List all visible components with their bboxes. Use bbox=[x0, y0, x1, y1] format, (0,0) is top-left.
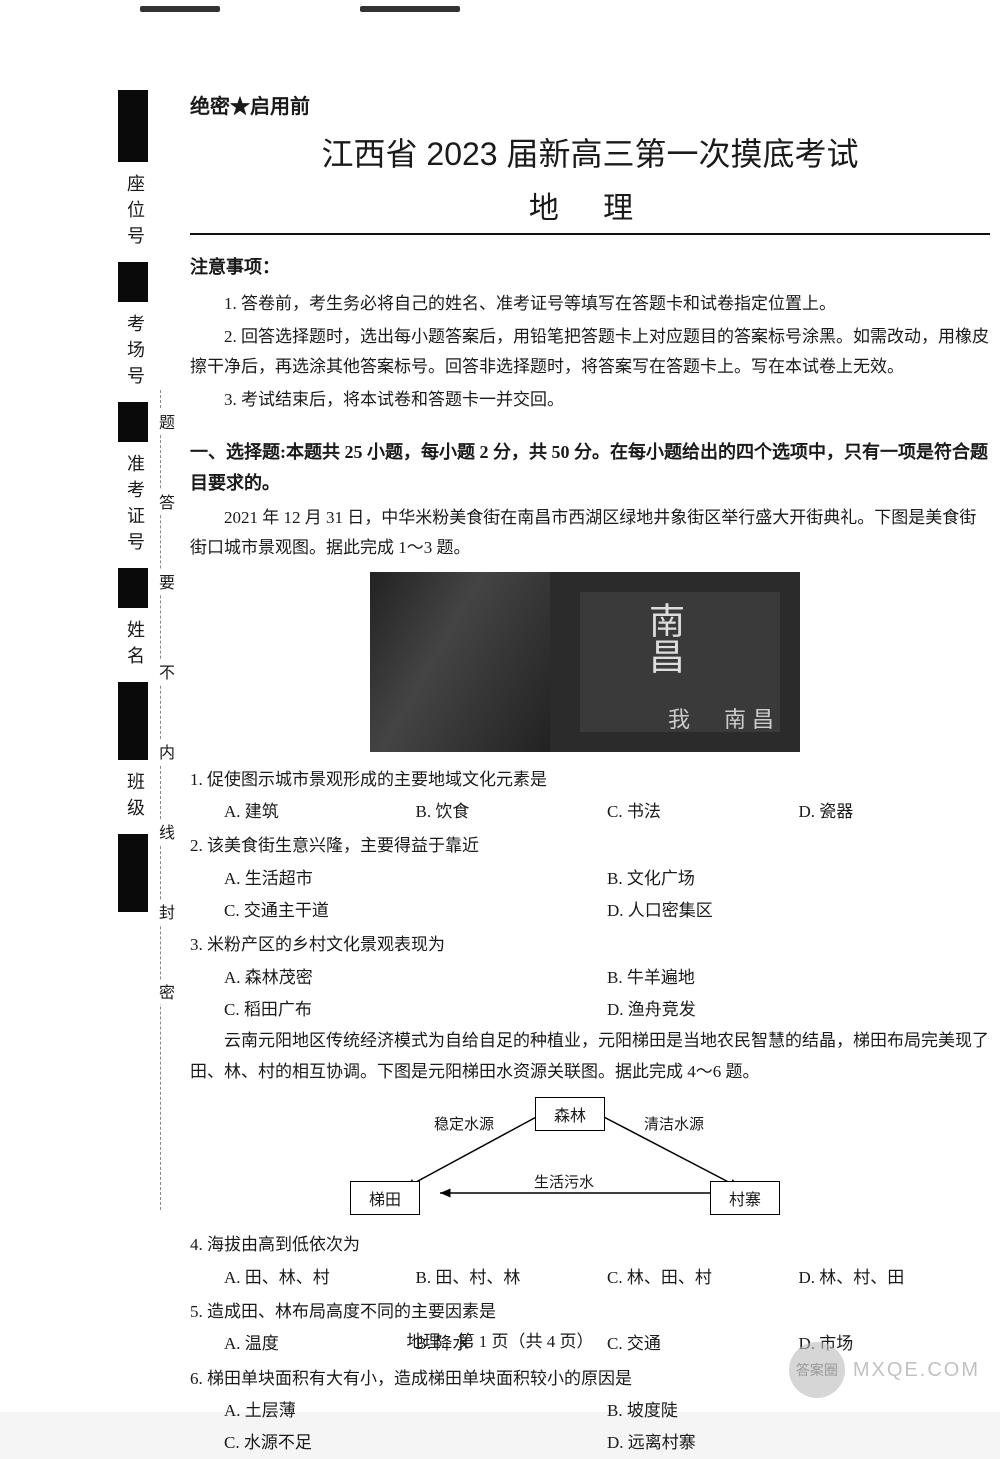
q1-opt-d: D. 瓷器 bbox=[799, 796, 991, 828]
question-4: 4. 海拔由高到低依次为 A. 田、林、村 B. 田、村、林 C. 林、田、村 … bbox=[190, 1229, 990, 1294]
sidebar-marker bbox=[118, 402, 148, 442]
seal-tag: 线 bbox=[152, 820, 176, 844]
sidebar-label-seat: 座位号 bbox=[118, 174, 148, 252]
notice-item: 1. 答卷前，考生务必将自己的姓名、准考证号等填写在答题卡和试卷指定位置上。 bbox=[190, 289, 990, 320]
seal-tag: 封 bbox=[152, 900, 176, 924]
q2-opt-a: A. 生活超市 bbox=[224, 863, 607, 895]
q1-opt-a: A. 建筑 bbox=[224, 796, 416, 828]
q5-stem: 5. 造成田、林布局高度不同的主要因素是 bbox=[190, 1296, 990, 1328]
exam-content: 绝密★启用前 江西省 2023 届新高三第一次摸底考试 地 理 注意事项： 1.… bbox=[190, 90, 990, 1459]
q1-opt-c: C. 书法 bbox=[607, 796, 799, 828]
node-village: 村寨 bbox=[710, 1181, 780, 1215]
seal-tag: 密 bbox=[152, 980, 176, 1004]
question-3: 3. 米粉产区的乡村文化景观表现为 A. 森林茂密 B. 牛羊遍地 C. 稻田广… bbox=[190, 929, 990, 1026]
seal-tag: 要 bbox=[152, 570, 176, 594]
q6-opt-d: D. 远离村寨 bbox=[607, 1427, 990, 1459]
answer-sheet-sidebar: 座位号 考场号 准考证号 姓名 班级 bbox=[118, 90, 148, 1290]
q3-opt-c: C. 稻田广布 bbox=[224, 994, 607, 1026]
watermark: 答案圈 MXQE.COM bbox=[789, 1342, 980, 1398]
figure-water-diagram: 森林 梯田 村寨 稳定水源 清洁水源 生活污水 bbox=[310, 1093, 830, 1223]
sidebar-label-name: 姓名 bbox=[118, 620, 148, 672]
section-1-title: 一、选择题:本题共 25 小题，每小题 2 分，共 50 分。在每小题给出的四个… bbox=[190, 437, 990, 498]
edge-label-stable: 稳定水源 bbox=[430, 1113, 498, 1134]
sidebar-marker bbox=[118, 90, 148, 162]
q4-opt-a: A. 田、林、村 bbox=[224, 1262, 416, 1294]
watermark-badge: 答案圈 bbox=[789, 1342, 845, 1398]
scan-artifact bbox=[0, 0, 1000, 24]
q3-stem: 3. 米粉产区的乡村文化景观表现为 bbox=[190, 929, 990, 961]
q2-opt-b: B. 文化广场 bbox=[607, 863, 990, 895]
notice-heading: 注意事项： bbox=[190, 253, 990, 279]
q2-opt-d: D. 人口密集区 bbox=[607, 895, 990, 927]
q4-opt-c: C. 林、田、村 bbox=[607, 1262, 799, 1294]
photo-foliage bbox=[370, 572, 550, 752]
q4-stem: 4. 海拔由高到低依次为 bbox=[190, 1229, 990, 1261]
q4-opt-d: D. 林、村、田 bbox=[799, 1262, 991, 1294]
q6-opt-b: B. 坡度陡 bbox=[607, 1395, 990, 1427]
question-1: 1. 促使图示城市景观形成的主要地域文化元素是 A. 建筑 B. 饮食 C. 书… bbox=[190, 764, 990, 829]
q3-opt-a: A. 森林茂密 bbox=[224, 962, 607, 994]
figure-street-photo: 南昌 我 南昌 bbox=[370, 572, 800, 752]
q2-stem: 2. 该美食街生意兴隆，主要得益于靠近 bbox=[190, 830, 990, 862]
node-forest: 森林 bbox=[535, 1097, 605, 1131]
seal-tag: 内 bbox=[152, 740, 176, 764]
passage-1: 2021 年 12 月 31 日，中华米粉美食街在南昌市西湖区绿地井象街区举行盛… bbox=[190, 503, 990, 564]
secrecy-marking: 绝密★启用前 bbox=[190, 90, 990, 119]
q6-opt-c: C. 水源不足 bbox=[224, 1427, 607, 1459]
sidebar-label-admission: 准考证号 bbox=[118, 454, 148, 558]
seal-tag: 不 bbox=[152, 660, 176, 684]
notice-item: 2. 回答选择题时，选出每小题答案后，用铅笔把答题卡上对应题目的答案标号涂黑。如… bbox=[190, 322, 990, 383]
edge-label-clean: 清洁水源 bbox=[640, 1113, 708, 1134]
notice-item: 3. 考试结束后，将本试卷和答题卡一并交回。 bbox=[190, 385, 990, 416]
watermark-url: MXQE.COM bbox=[853, 1359, 980, 1382]
edge-label-sewage: 生活污水 bbox=[530, 1171, 598, 1192]
q2-opt-c: C. 交通主干道 bbox=[224, 895, 607, 927]
q1-stem: 1. 促使图示城市景观形成的主要地域文化元素是 bbox=[190, 764, 990, 796]
photo-text-vertical: 南昌 bbox=[638, 602, 690, 674]
q3-opt-b: B. 牛羊遍地 bbox=[607, 962, 990, 994]
sidebar-marker bbox=[118, 262, 148, 302]
sidebar-label-room: 考场号 bbox=[118, 314, 148, 392]
passage-2: 云南元阳地区传统经济模式为自给自足的种植业，元阳梯田是当地农民智慧的结晶，梯田布… bbox=[190, 1026, 990, 1087]
q1-opt-b: B. 饮食 bbox=[416, 796, 608, 828]
sidebar-marker bbox=[118, 682, 148, 760]
q4-opt-b: B. 田、村、林 bbox=[416, 1262, 608, 1294]
node-terrace: 梯田 bbox=[350, 1181, 420, 1215]
exam-title: 江西省 2023 届新高三第一次摸底考试 bbox=[190, 129, 990, 175]
sidebar-marker bbox=[118, 834, 148, 912]
q6-opt-a: A. 土层薄 bbox=[224, 1395, 607, 1427]
sidebar-label-class: 班级 bbox=[118, 772, 148, 824]
q3-opt-d: D. 渔舟竞发 bbox=[607, 994, 990, 1026]
sidebar-marker bbox=[118, 568, 148, 608]
seal-tag: 答 bbox=[152, 490, 176, 514]
exam-subject: 地 理 bbox=[190, 183, 990, 227]
question-2: 2. 该美食街生意兴隆，主要得益于靠近 A. 生活超市 B. 文化广场 C. 交… bbox=[190, 830, 990, 927]
photo-text-row: 我 南昌 bbox=[668, 702, 780, 734]
seal-tag: 题 bbox=[152, 410, 176, 434]
title-divider bbox=[190, 233, 990, 235]
